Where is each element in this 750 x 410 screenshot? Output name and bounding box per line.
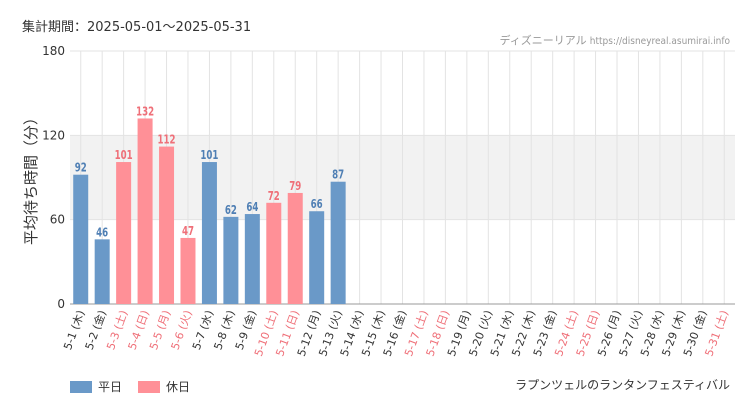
- legend-item-holiday[interactable]: 休日: [138, 378, 190, 395]
- legend-label-weekday: 平日: [98, 380, 123, 394]
- bar: [137, 118, 153, 304]
- bar: [309, 211, 325, 304]
- legend-item-weekday[interactable]: 平日: [70, 378, 122, 395]
- site-credit-name: ディズニーリアル: [499, 34, 587, 47]
- bar-value-label: 66: [311, 197, 323, 211]
- y-tick-label: 0: [57, 297, 65, 311]
- bar: [330, 181, 346, 304]
- bar-value-label: 64: [246, 200, 258, 214]
- bar: [287, 192, 303, 304]
- bar-value-label: 62: [225, 203, 237, 217]
- y-tick-label: 60: [50, 213, 65, 227]
- bar-value-label: 79: [289, 179, 301, 193]
- bar: [180, 237, 196, 304]
- bar: [266, 202, 282, 304]
- site-credit-url[interactable]: https://disneyreal.asumirai.info: [589, 36, 730, 47]
- attraction-name: ラプンツェルのランタンフェスティバル: [515, 378, 730, 392]
- legend-swatch-holiday: [138, 380, 161, 393]
- bar-value-label: 46: [96, 225, 108, 239]
- bar: [94, 239, 110, 304]
- period-label: 集計期間：2025-05-01〜2025-05-31: [22, 20, 252, 35]
- bar: [223, 216, 239, 304]
- bar-value-label: 132: [136, 104, 154, 118]
- y-tick-label: 120: [42, 128, 65, 142]
- bar: [116, 162, 132, 304]
- bar-value-label: 72: [268, 189, 280, 203]
- bar-value-label: 87: [332, 168, 344, 182]
- y-tick-label: 180: [42, 44, 65, 58]
- legend-swatch-weekday: [70, 380, 92, 393]
- bar-value-label: 101: [115, 148, 133, 162]
- bar: [244, 214, 260, 304]
- y-axis-label: 平均待ち時間（分）: [22, 110, 40, 245]
- legend-label-holiday: 休日: [166, 380, 191, 394]
- bar: [159, 146, 175, 304]
- bar: [73, 174, 89, 304]
- legend: 平日 休日: [70, 378, 206, 395]
- bar-value-label: 101: [200, 148, 218, 162]
- site-credit: ディズニーリアル https://disneyreal.asumirai.inf…: [500, 32, 730, 48]
- bar-value-label: 112: [158, 133, 176, 147]
- bar: [201, 162, 217, 304]
- bar-value-label: 47: [182, 224, 194, 238]
- bar-value-label: 92: [75, 161, 87, 175]
